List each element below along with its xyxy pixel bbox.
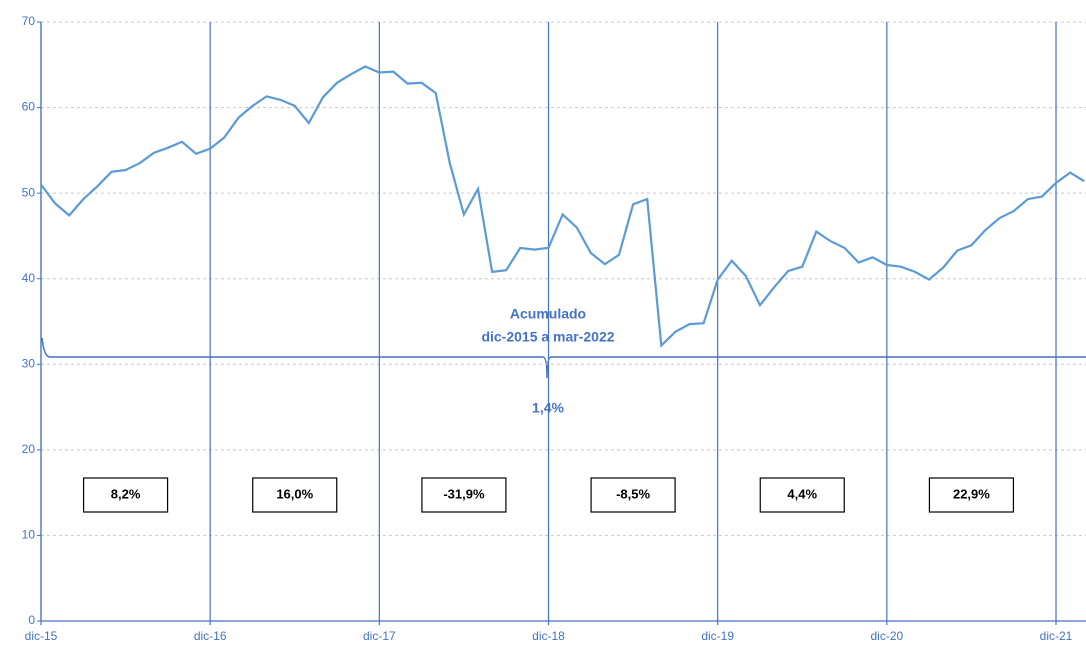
x-tick-label: dic-19: [701, 629, 734, 643]
return-box: [82, 477, 169, 513]
return-box: [590, 477, 676, 513]
return-box: [252, 477, 338, 513]
return-label: 22,9%: [953, 486, 990, 501]
y-tick-label: 50: [22, 185, 36, 199]
x-tick-label: dic-15: [25, 629, 58, 643]
y-tick-label: 10: [22, 528, 36, 542]
y-tick-label: 40: [22, 271, 36, 285]
x-tick-label: dic-21: [1040, 629, 1073, 643]
y-tick-label: 70: [22, 14, 36, 28]
return-label: -8,5%: [616, 486, 650, 501]
series-line: [40, 65, 1085, 348]
return-label: -31,9%: [443, 486, 485, 501]
x-tick-label: dic-18: [532, 629, 565, 643]
return-label: 4,4%: [787, 486, 817, 501]
x-tick-label: dic-17: [363, 629, 396, 643]
return-box: [421, 477, 507, 513]
y-tick-label: 30: [22, 356, 36, 370]
x-tick-label: dic-20: [870, 629, 903, 643]
return-label: 8,2%: [111, 486, 141, 501]
y-tick-label: 60: [22, 100, 36, 114]
return-box: [759, 477, 845, 513]
x-tick-label: dic-16: [194, 629, 227, 643]
y-tick-label: 0: [28, 613, 35, 627]
y-tick-label: 20: [22, 442, 36, 456]
return-label: 16,0%: [276, 486, 313, 501]
return-box: [928, 477, 1015, 513]
